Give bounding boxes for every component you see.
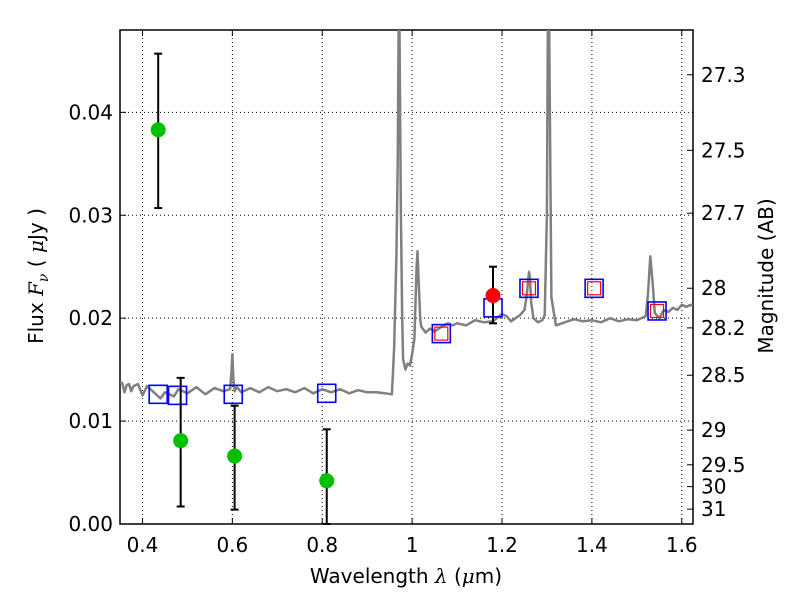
- spectrum-series: [120, 30, 693, 400]
- x-tick-label: 0.8: [306, 533, 338, 557]
- x-axis-label: Wavelength λ (μm): [310, 564, 502, 588]
- y2-tick-label: 29: [701, 418, 726, 442]
- y-tick-label: 0.00: [68, 512, 113, 536]
- x-tick-label: 1: [406, 533, 419, 557]
- grid-lines: [120, 30, 693, 524]
- blue-square-marker: [223, 384, 244, 405]
- blue-square-marker: [316, 383, 337, 404]
- y2-tick-label: 31: [701, 497, 726, 521]
- y2-tick-label: 27.7: [701, 201, 746, 225]
- x-tick-label: 1.4: [576, 533, 608, 557]
- y2-axis-label: Magnitude (AB): [754, 198, 778, 353]
- red-square-marker: [521, 281, 537, 296]
- y-tick-label: 0.04: [68, 100, 113, 124]
- blue-square-marker: [431, 323, 452, 344]
- blue-square-marker: [167, 385, 188, 406]
- y2-tick-label: 30: [701, 475, 726, 499]
- red-square-marker: [649, 303, 665, 319]
- blue-square-marker: [584, 278, 604, 299]
- red-square-marker: [587, 281, 602, 296]
- blue-square-marker: [647, 301, 667, 321]
- y2-tick-label: 29.5: [701, 453, 746, 477]
- green-data-point: [227, 448, 243, 464]
- blue-square-marker: [148, 384, 168, 405]
- spectrum-line: [120, 30, 693, 400]
- x-tick-label: 0.6: [216, 533, 248, 557]
- y-tick-label: 0.01: [68, 409, 113, 433]
- y-axis-label: Flux Fν ( μJy ): [24, 208, 52, 344]
- x-tick-label: 1.6: [666, 533, 698, 557]
- blue-square-marker: [519, 278, 539, 299]
- green-data-point: [150, 122, 166, 138]
- plot-area: [119, 29, 694, 525]
- y2-tick-label: 28: [701, 276, 726, 300]
- y-tick-label: 0.02: [68, 306, 113, 330]
- photometry-markers: [148, 52, 667, 525]
- green-data-point: [173, 433, 189, 449]
- y2-tick-label: 27.3: [701, 63, 746, 87]
- y2-tick-label: 28.5: [701, 363, 746, 387]
- red-data-point: [485, 288, 501, 304]
- red-square-marker: [434, 326, 449, 341]
- axis-ticks: 0.4 0.6 0.8 1 1.2 1.4 1.6 0.00 0.01 0.02 0.03 0.04 2…: [68, 30, 746, 557]
- y2-tick-label: 28.2: [701, 316, 746, 340]
- x-tick-label: 1.2: [486, 533, 518, 557]
- axis-labels: Wavelength λ (μm) Flux Fν ( μJy ) Magnit…: [24, 198, 778, 588]
- y-tick-label: 0.03: [68, 203, 113, 227]
- green-data-point: [319, 473, 335, 489]
- y2-tick-label: 27.5: [701, 138, 746, 162]
- x-tick-label: 0.4: [127, 533, 159, 557]
